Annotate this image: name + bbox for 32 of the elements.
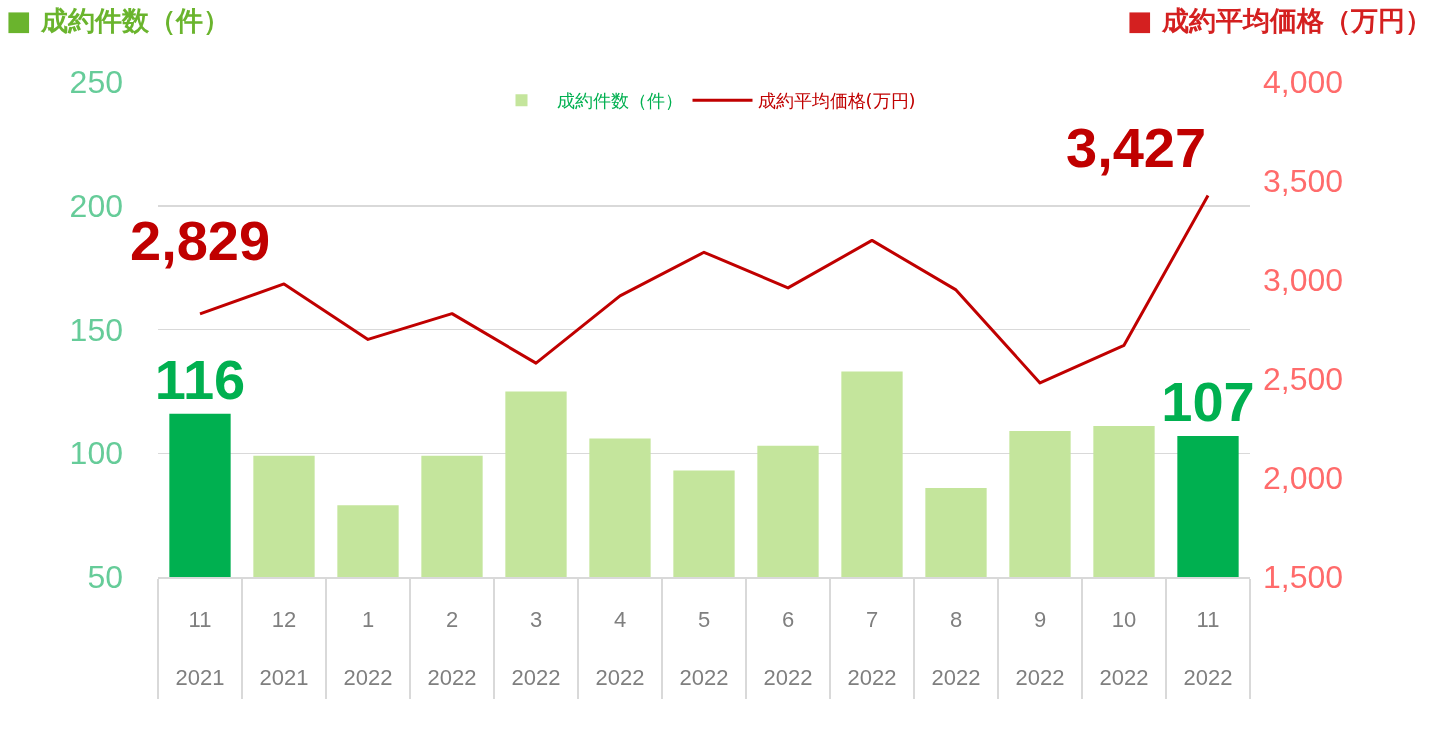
category-label: 6 2022 [763, 607, 813, 690]
y2-tick-label: 1,500 [1263, 559, 1344, 596]
y2-axis-title: ■ 成約平均価格（万円） [1127, 5, 1432, 36]
y2-tick-label: 3,000 [1263, 262, 1344, 299]
y-tick-label: 200 [69, 187, 123, 224]
category-label: 11 2022 [1183, 607, 1233, 690]
category-label: 4 2022 [595, 607, 645, 690]
data-label: 107 [1161, 369, 1255, 433]
y-tick-label: 100 [69, 435, 123, 472]
category-label: 3 2022 [511, 607, 561, 690]
y2-tick-label: 3,500 [1263, 163, 1344, 200]
y2-tick-label: 2,000 [1263, 460, 1344, 497]
data-label: 3,427 [1066, 116, 1207, 179]
category-label: 12 2021 [259, 607, 309, 690]
y-axis-title: ■ 成約件数（件） [6, 5, 230, 36]
y2-tick-label: 4,000 [1263, 64, 1344, 101]
category-label: 1 2022 [343, 607, 393, 690]
data-label: 116 [154, 347, 246, 411]
y2-tick-label: 2,500 [1263, 361, 1344, 398]
category-label: 2 2022 [427, 607, 477, 690]
y-tick-label: 50 [87, 559, 123, 596]
category-label: 7 2022 [847, 607, 897, 690]
category-label: 8 2022 [931, 607, 981, 690]
y-tick-label: 250 [69, 64, 123, 101]
legend-label: 成約平均価格(万円) [757, 90, 916, 112]
category-label: 10 2022 [1099, 607, 1149, 690]
y-tick-label: 150 [69, 311, 123, 348]
legend-label: 成約件数（件） [556, 90, 683, 112]
category-label: 5 2022 [679, 607, 729, 690]
category-label: 9 2022 [1015, 607, 1065, 690]
data-label: 2,829 [130, 209, 271, 272]
category-label: 11 2021 [175, 607, 225, 690]
